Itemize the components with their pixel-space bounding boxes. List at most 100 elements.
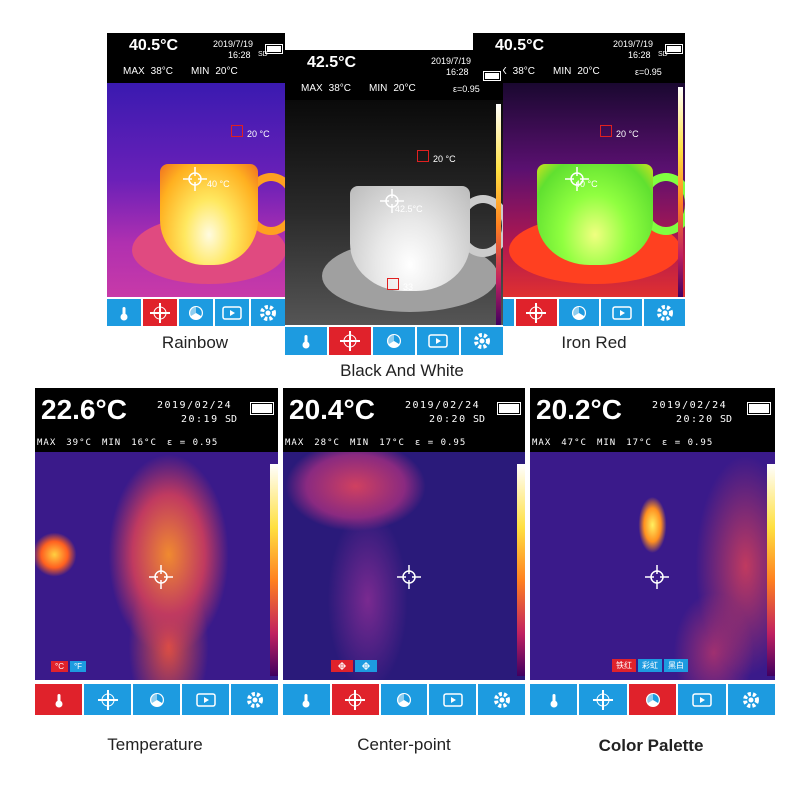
toolbar-button[interactable] bbox=[478, 684, 525, 715]
time: 16:28 bbox=[628, 50, 651, 60]
battery-level bbox=[252, 404, 272, 413]
max: 28°C bbox=[314, 438, 340, 448]
toolbar-button[interactable] bbox=[429, 684, 477, 715]
spot-box bbox=[231, 125, 243, 137]
toolbar-button[interactable] bbox=[84, 684, 131, 715]
max-label: MAX bbox=[37, 438, 57, 448]
toolbar-button[interactable] bbox=[601, 299, 643, 326]
stats-row: MAX 28°C MIN 17°C ε = 0.95 bbox=[285, 438, 466, 448]
mode-button[interactable]: 彩虹 bbox=[638, 659, 662, 672]
date: 2019/02/24 bbox=[405, 400, 481, 411]
toolbar-button[interactable] bbox=[530, 684, 578, 715]
caption: Iron Red bbox=[561, 333, 627, 352]
mode-button[interactable]: °F bbox=[69, 661, 87, 672]
spot-box bbox=[417, 150, 429, 162]
status-header: 22.6°C 2019/02/24 20:19 SD MAX 39°C MIN 16°C ε =… bbox=[35, 388, 278, 452]
toolbar-button[interactable] bbox=[283, 684, 330, 715]
spot-box bbox=[600, 125, 612, 137]
thermal-image: °C °F bbox=[35, 452, 278, 680]
date: 2019/7/19 bbox=[613, 39, 654, 49]
toolbar-button[interactable] bbox=[329, 327, 371, 355]
cup bbox=[536, 164, 654, 265]
min: 17°C bbox=[379, 438, 405, 448]
toolbar-button[interactable] bbox=[579, 684, 627, 715]
toolbar-button[interactable] bbox=[179, 299, 213, 326]
device-screen: 20.4°C 2019/02/24 20:20 SD MAX 28°C MIN 17°C ε =… bbox=[283, 388, 525, 715]
mode-button[interactable]: 铁红 bbox=[612, 659, 636, 672]
toolbar-button[interactable] bbox=[417, 327, 459, 355]
toolbar bbox=[473, 297, 685, 326]
battery-level bbox=[499, 404, 519, 413]
status-header: 40.5°C 2019/7/19 16:28 SD MAX 38°C MIN 20°C bbox=[107, 33, 285, 83]
toolbar-button[interactable] bbox=[231, 684, 278, 715]
min-label: MIN bbox=[596, 438, 617, 448]
storage: SD bbox=[658, 51, 668, 58]
date: 2019/7/19 bbox=[213, 39, 254, 49]
min: 20°C bbox=[577, 66, 600, 77]
toolbar-button[interactable] bbox=[285, 327, 327, 355]
spot-label: 33 bbox=[403, 282, 414, 292]
toolbar-button[interactable] bbox=[644, 299, 685, 326]
toolbar bbox=[107, 297, 285, 326]
temperature: 40.5°C bbox=[129, 37, 179, 54]
toolbar-button[interactable] bbox=[35, 684, 82, 715]
mode-button[interactable]: 黑白 bbox=[664, 659, 688, 672]
toolbar-button[interactable] bbox=[182, 684, 229, 715]
toolbar bbox=[283, 680, 525, 715]
battery bbox=[250, 402, 274, 415]
crosshair bbox=[645, 565, 670, 590]
min: 17°C bbox=[626, 438, 652, 448]
caption: Black And White bbox=[340, 361, 464, 380]
caption: Color Palette bbox=[598, 736, 704, 755]
color-scale bbox=[517, 464, 525, 676]
spot-label: 40 °C bbox=[207, 179, 230, 189]
toolbar-button[interactable] bbox=[133, 684, 180, 715]
spot-label: 20 °C bbox=[616, 129, 639, 139]
toolbar-button[interactable] bbox=[558, 299, 600, 326]
battery bbox=[665, 44, 683, 54]
point-button[interactable] bbox=[331, 660, 353, 672]
toolbar-button[interactable] bbox=[727, 684, 775, 715]
max-label: MAX bbox=[123, 66, 145, 77]
device-screen: 22.6°C 2019/02/24 20:19 SD MAX 39°C MIN 16°C ε =… bbox=[35, 388, 278, 715]
max-label: MAX bbox=[301, 83, 323, 94]
toolbar-button[interactable] bbox=[678, 684, 726, 715]
thermal-image: 20 °C 40 °C bbox=[473, 83, 685, 297]
toolbar-button[interactable] bbox=[515, 299, 557, 326]
mode-button[interactable]: °C bbox=[51, 661, 68, 672]
time: 16:28 bbox=[228, 50, 251, 60]
thermal-image: 20 °C 40 °C bbox=[107, 83, 285, 297]
min: 16°C bbox=[131, 438, 157, 448]
min-label: MIN bbox=[553, 66, 572, 77]
caption: Center-point bbox=[357, 735, 451, 754]
toolbar-button[interactable] bbox=[107, 299, 141, 326]
stats-row: MAX 39°C MIN 16°C ε = 0.95 bbox=[37, 438, 218, 448]
max: 38°C bbox=[328, 83, 352, 94]
crosshair bbox=[565, 167, 590, 192]
battery bbox=[497, 402, 521, 415]
caption: Rainbow bbox=[161, 333, 229, 352]
time: 20:19 bbox=[181, 414, 219, 425]
temperature: 20.2°C bbox=[536, 394, 622, 425]
spot-label: 20 °C bbox=[247, 129, 270, 139]
stats-row: MAX 47°C MIN 17°C ε = 0.95 bbox=[532, 438, 713, 448]
spot-label: 20 °C bbox=[433, 154, 456, 164]
time: 16:28 bbox=[446, 67, 469, 77]
toolbar-button[interactable] bbox=[628, 684, 677, 715]
toolbar-button[interactable] bbox=[380, 684, 428, 715]
point-button[interactable] bbox=[355, 660, 377, 672]
crosshair bbox=[396, 565, 421, 590]
toolbar-button[interactable] bbox=[251, 299, 285, 326]
toolbar-button[interactable] bbox=[373, 327, 415, 355]
storage: SD bbox=[473, 414, 486, 425]
storage: SD bbox=[258, 51, 268, 58]
toolbar-button[interactable] bbox=[215, 299, 249, 326]
toolbar-button[interactable] bbox=[461, 327, 503, 355]
max-label: MAX bbox=[532, 438, 552, 448]
stats-row: MAX 38°C MIN 20°C bbox=[123, 66, 238, 77]
toolbar-button[interactable] bbox=[331, 684, 379, 715]
toolbar-button[interactable] bbox=[143, 299, 177, 326]
storage: SD bbox=[720, 414, 733, 425]
temperature: 20.4°C bbox=[289, 394, 375, 425]
